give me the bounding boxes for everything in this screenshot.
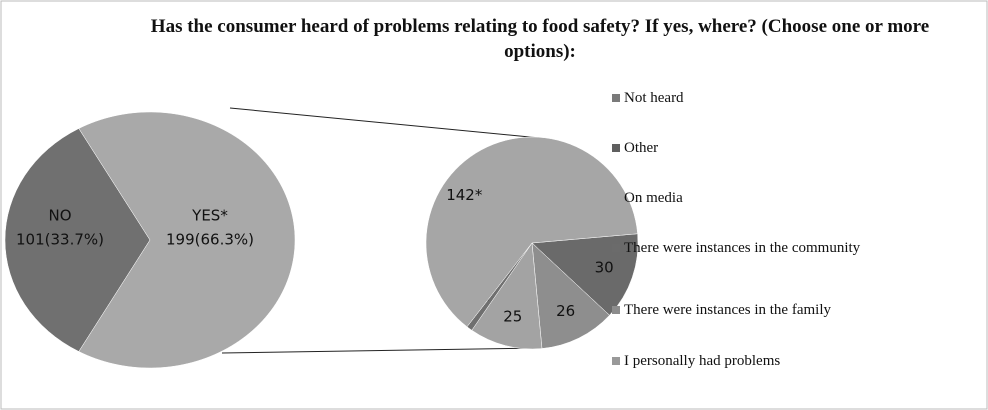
legend-swatch	[612, 306, 620, 314]
slice-value-label: 142*	[446, 186, 483, 204]
connector	[229, 107, 541, 139]
legend-item: On media	[612, 188, 902, 208]
legend-label: Other	[624, 140, 659, 156]
legend-item: Other	[612, 138, 902, 158]
legend-item: There were instances in the community	[612, 238, 902, 258]
pie-slice	[4, 128, 151, 352]
pie-slice	[471, 242, 543, 350]
legend-swatch	[612, 244, 620, 252]
slice-label: YES*	[191, 207, 228, 225]
slice-value-label: 199(66.3%)	[166, 231, 254, 249]
pie-slice	[425, 136, 638, 328]
slice-label: NO	[48, 207, 71, 225]
legend-item: There were instances in the family	[612, 300, 902, 320]
legend-label: I personally had problems	[624, 353, 781, 369]
legend-swatch	[612, 94, 620, 102]
connector	[221, 347, 543, 354]
legend-item: Not heard	[612, 88, 902, 108]
legend-label: There were instances in the family	[624, 302, 831, 318]
legend-label: On media	[624, 190, 683, 206]
legend-label: There were instances in the community	[624, 240, 861, 256]
chart-title: Has the consumer heard of problems relat…	[150, 16, 930, 62]
pie-slice	[78, 111, 296, 369]
slice-value-label: 30	[595, 258, 614, 276]
pie-slice	[531, 242, 610, 349]
legend-swatch	[612, 357, 620, 365]
legend-swatch	[612, 194, 620, 202]
legend-swatch	[612, 144, 620, 152]
slice-value-label: 101(33.7%)	[16, 231, 104, 249]
slice-value-label: 25	[503, 307, 522, 325]
legend-label: Not heard	[624, 90, 684, 106]
legend-item: I personally had problems	[612, 351, 902, 371]
slice-value-label: 26	[556, 302, 575, 320]
